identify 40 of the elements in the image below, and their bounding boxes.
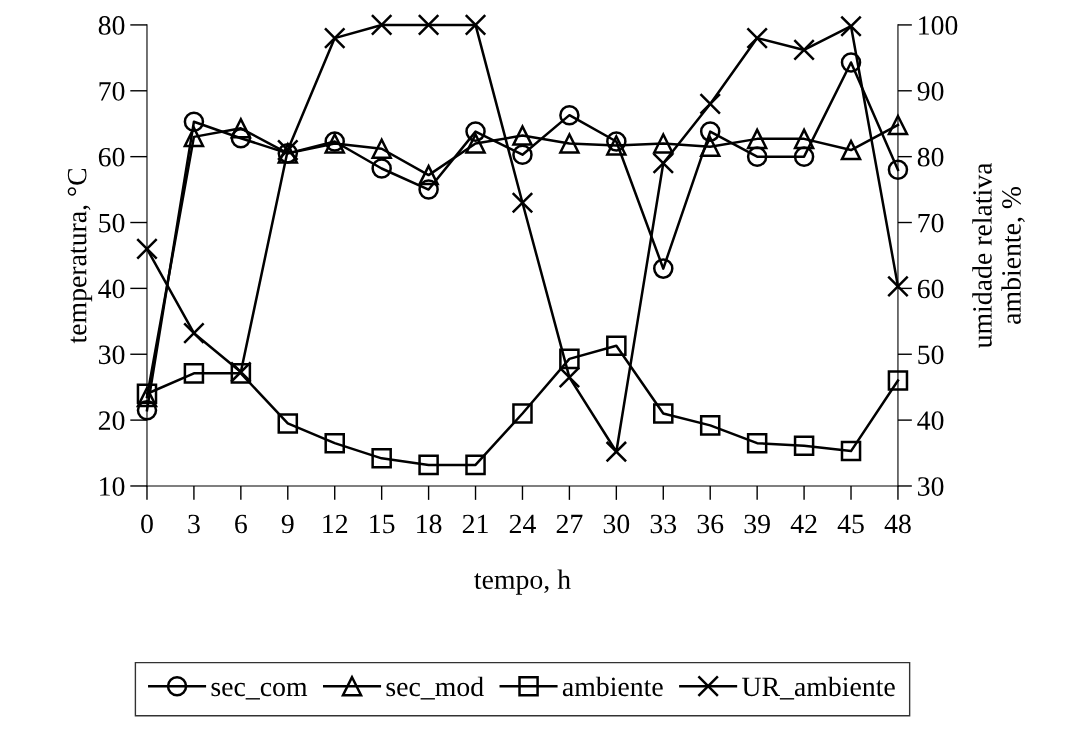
x-tick-label: 21 bbox=[462, 514, 488, 534]
legend-label: sec_com bbox=[211, 682, 308, 700]
x-tick-label: 0 bbox=[141, 514, 153, 534]
legend-label: sec_mod bbox=[386, 676, 484, 700]
y-axis-title: temperatura, °C bbox=[67, 168, 93, 344]
y-tick-label: 50 bbox=[99, 213, 125, 233]
y-tick-label: 70 bbox=[99, 81, 125, 101]
x-tick-label: 48 bbox=[884, 514, 911, 534]
x-tick-label: 27 bbox=[556, 514, 583, 534]
x-tick-label: 24 bbox=[509, 514, 536, 534]
x-tick-label: 33 bbox=[650, 514, 677, 534]
x-tick-label: 6 bbox=[235, 514, 247, 534]
x-tick-label: 3 bbox=[188, 514, 200, 534]
x-tick-label: 42 bbox=[790, 514, 817, 534]
y2-tick-label: 100 bbox=[919, 16, 958, 35]
x-tick-label: 12 bbox=[323, 514, 348, 534]
legend-label: UR_ambiente bbox=[742, 676, 895, 700]
y2-tick-label: 60 bbox=[917, 279, 944, 299]
y2-tick-label: 90 bbox=[917, 81, 944, 101]
y2-tick-label: 50 bbox=[918, 345, 944, 365]
y2-tick-label: 30 bbox=[918, 477, 944, 496]
y2-axis-title: umidade relativa ambiente, % bbox=[972, 162, 1025, 349]
y-tick-label: 40 bbox=[98, 279, 125, 299]
legend-label: ambiente bbox=[562, 676, 663, 697]
x-tick-label: 39 bbox=[744, 514, 770, 534]
y-tick-label: 20 bbox=[98, 411, 125, 431]
x-tick-label: 15 bbox=[370, 514, 395, 534]
y2-tick-label: 40 bbox=[917, 411, 944, 431]
x-axis-title: tempo, h bbox=[474, 569, 571, 595]
y-tick-label: 80 bbox=[98, 16, 125, 35]
y-tick-label: 10 bbox=[100, 477, 125, 496]
x-tick-label: 30 bbox=[603, 514, 630, 534]
x-tick-label: 18 bbox=[417, 514, 442, 534]
x-tick-label: 45 bbox=[837, 514, 864, 534]
y2-tick-label: 70 bbox=[918, 213, 944, 233]
x-tick-label: 36 bbox=[697, 514, 724, 534]
y-tick-label: 60 bbox=[98, 147, 125, 167]
y-tick-label: 30 bbox=[99, 345, 125, 365]
y2-tick-label: 80 bbox=[917, 147, 944, 167]
x-tick-label: 9 bbox=[281, 514, 294, 534]
